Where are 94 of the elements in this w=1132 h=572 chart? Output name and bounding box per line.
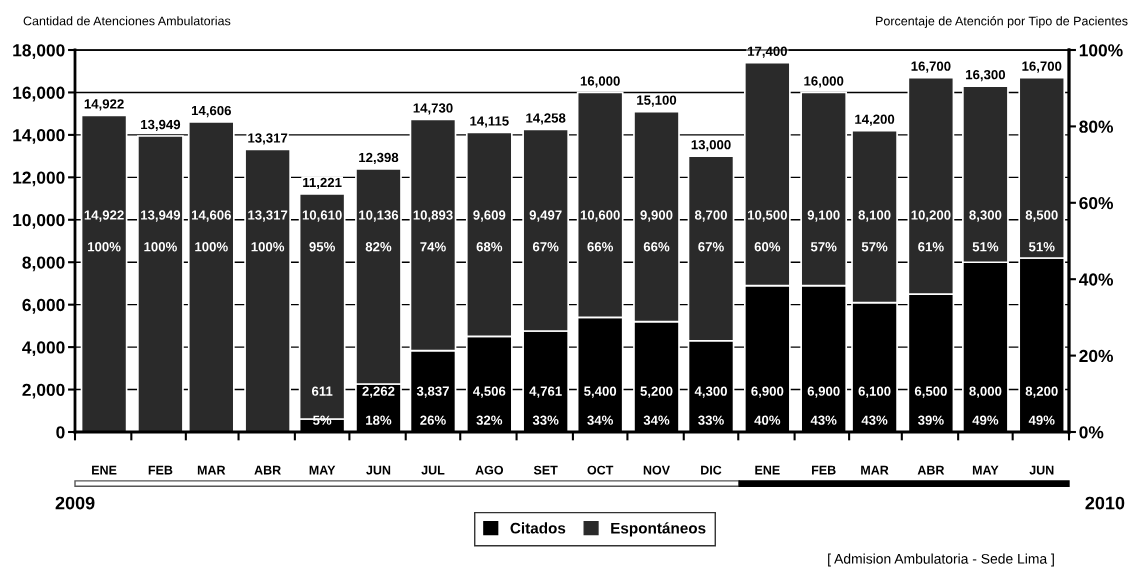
total-label: 14,730: [413, 103, 453, 115]
bar: [244, 148, 291, 432]
x-tick-label: MAR: [197, 465, 226, 475]
total-label: 16,300: [966, 69, 1006, 82]
text: 9,100 57%: [807, 210, 840, 252]
y2-tick-label: 80%: [1079, 120, 1114, 133]
total-label: 14,922: [84, 99, 124, 111]
total-label: 13,317: [248, 133, 288, 145]
total-label: 17,400: [748, 46, 787, 58]
x-tick-label: ENE: [92, 465, 117, 475]
y2-tick-label: 100%: [1079, 44, 1123, 57]
text: 8,000 49%: [969, 386, 1002, 425]
total-label: 14,606: [191, 105, 231, 118]
y-tick-label: 10,000: [13, 213, 65, 229]
text: 10,136 82%: [359, 210, 399, 252]
y-tick-label: 12,000: [13, 171, 65, 187]
total-label: 13,949: [141, 119, 181, 132]
text: 4,506 32%: [473, 386, 506, 425]
y2-axis-title: Porcentaje de Atención por Tipo de Pacientes: [876, 16, 1128, 28]
y-tick-label: 0: [56, 426, 65, 439]
y2-tick-label: 20%: [1079, 349, 1114, 363]
total-label: 15,100: [637, 95, 677, 107]
text: 5,400 34%: [584, 386, 617, 425]
text: 9,609 68%: [473, 210, 506, 252]
text: 14,922 100%: [84, 210, 124, 252]
total-label: 14,258: [526, 113, 566, 125]
x-tick-label: MAY: [309, 465, 336, 475]
total-label: 16,000: [580, 76, 620, 88]
x-tick-label: JUN: [366, 465, 391, 475]
y-tick-label: 14,000: [13, 129, 65, 144]
text: 2010: [1085, 496, 1125, 510]
x-tick-label: JUL: [421, 465, 445, 475]
y-tick-label: 6,000: [22, 298, 65, 314]
text: 8,300 51%: [969, 210, 1002, 252]
y-tick-label: 16,000: [13, 86, 65, 102]
text: 6,500 39%: [914, 386, 947, 425]
text: 6,900 40%: [751, 386, 784, 425]
text: 6,100 43%: [858, 386, 891, 425]
text: 4,300 33%: [694, 386, 727, 425]
text: 5,200 34%: [640, 386, 673, 425]
y-tick-label: 8,000: [22, 256, 65, 272]
text: 13,317 100%: [248, 210, 288, 252]
x-tick-label: ABR: [917, 465, 945, 475]
text: 8,200 49%: [1025, 386, 1058, 425]
text: 8,700 67%: [694, 210, 727, 252]
total-label: 11,221: [303, 177, 342, 189]
x-tick-label: OCT: [587, 465, 614, 475]
y2-tick-label: 40%: [1078, 273, 1114, 286]
text: 4,761 33%: [529, 386, 562, 425]
text: 14,606 100%: [191, 210, 231, 252]
text: 10,600 66%: [580, 210, 620, 252]
x-tick-label: ENE: [755, 465, 780, 475]
text: 2009: [55, 496, 95, 510]
x-tick-label: FEB: [148, 465, 173, 475]
y-tick-label: 4,000: [22, 341, 65, 357]
y-axis-title: Cantidad de Atenciones Ambulatorias: [23, 16, 231, 26]
text: 10,200 61%: [911, 210, 951, 252]
x-tick-label: MAR: [861, 465, 889, 475]
total-label: 16,700: [1022, 61, 1062, 73]
text: 3,837 26%: [416, 386, 449, 425]
total-label: 14,115: [470, 116, 509, 128]
total-label: 16,000: [804, 76, 844, 88]
x-tick-label: JUN: [1029, 465, 1054, 475]
text: 13,949 100%: [141, 210, 181, 252]
x-tick-label: DIC: [701, 465, 722, 475]
text: 8,500 51%: [1025, 210, 1058, 252]
y2-tick-label: 60%: [1079, 196, 1114, 210]
legend-label: Citados: [510, 522, 566, 534]
text: 6,900 43%: [807, 386, 840, 425]
y2-tick-label: 0%: [1079, 426, 1104, 439]
text: 2,262 18%: [362, 386, 395, 425]
bar: [187, 121, 235, 432]
text: 10,500 60%: [748, 210, 787, 252]
text: 10,893 74%: [413, 210, 453, 252]
text: 9,900 66%: [640, 210, 673, 252]
text: [ Admision Ambulatoria - Sede Lima ]: [828, 553, 1054, 567]
x-tick-label: FEB: [812, 465, 836, 475]
total-label: 13,000: [691, 139, 731, 152]
bar: [137, 135, 184, 432]
total-label: 12,398: [359, 152, 399, 165]
y-tick-label: 2,000: [22, 383, 65, 399]
x-tick-label: MAY: [972, 465, 999, 475]
bar: [80, 114, 128, 432]
text: Espontáneos: [611, 522, 706, 537]
x-tick-label: SET: [533, 465, 558, 475]
text: 9,497 67%: [529, 210, 562, 252]
total-label: 16,700: [911, 61, 951, 73]
x-tick-label: NOV: [643, 465, 670, 475]
y-tick-label: 18,000: [13, 44, 65, 59]
x-tick-label: ABR: [254, 465, 281, 475]
text: 8,100 57%: [858, 210, 891, 252]
text: 10,610 95%: [302, 210, 342, 252]
x-tick-label: AGO: [475, 465, 504, 475]
total-label: 14,200: [855, 114, 895, 126]
